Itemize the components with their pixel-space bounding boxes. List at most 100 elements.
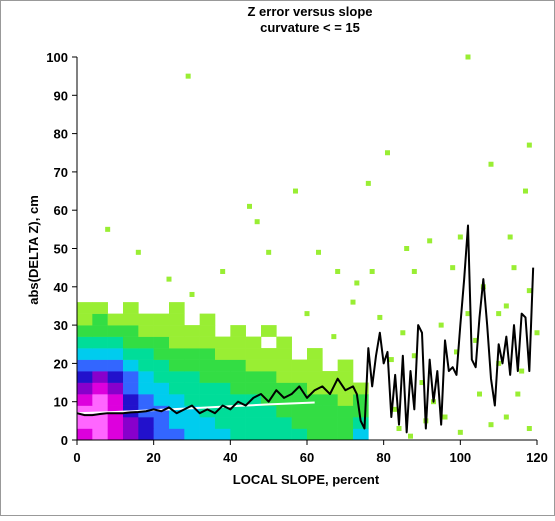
density-cell [245,371,262,383]
density-cell [138,382,154,395]
density-cell [261,405,277,418]
density-cell [77,302,93,314]
density-cell [215,394,231,406]
density-cell [169,371,185,383]
density-cell [153,428,170,441]
density-cell [307,382,323,395]
density-cell [92,405,108,418]
density-cell [123,371,139,383]
density-cell [123,382,139,395]
scatter-point [450,265,456,271]
density-cell [199,371,216,383]
density-cell [184,417,200,429]
density-cell [199,417,216,429]
density-cell [153,325,170,337]
density-cell [353,394,369,406]
scatter-point [135,249,141,255]
density-cell [153,417,170,429]
density-cell [107,313,124,326]
density-cell [245,348,262,360]
density-cell [353,428,369,441]
density-cell [337,371,354,383]
y-tick-label: 10 [54,395,68,410]
density-cell [123,359,139,372]
scatter-point [411,268,417,274]
density-cell [107,371,124,383]
scatter-point [350,299,356,305]
scatter-point [457,234,463,240]
scatter-point [473,337,479,343]
scatter-point [254,219,260,225]
density-cell [77,405,93,418]
density-cell [215,428,231,441]
density-cell [92,325,108,337]
density-cell [261,371,277,383]
scatter-point [511,265,517,271]
density-cell [337,394,354,406]
density-cell [92,313,108,326]
density-cell [92,302,108,314]
density-cell [77,382,93,395]
density-cell [337,405,354,418]
density-cell [169,382,185,395]
density-cell [322,394,338,406]
y-tick-label: 60 [54,203,68,218]
density-cell [138,325,154,337]
scatter-point [385,150,390,156]
scatter-point [442,414,448,420]
density-cell [322,428,338,441]
density-cell [276,428,292,441]
density-cell [107,336,124,349]
scatter-point [105,226,111,232]
scatter-point [331,334,337,340]
scatter-point [465,311,471,317]
density-cell [230,336,246,349]
density-cell [153,371,170,383]
x-tick-label: 80 [376,450,390,465]
density-cell [276,394,292,406]
density-cell [215,417,231,429]
density-cell [184,336,200,349]
density-cell [92,359,108,372]
scatter-point [526,426,532,432]
scatter-point [488,161,494,167]
density-cell [291,382,308,395]
scatter-point [185,73,191,79]
density-cell [92,371,108,383]
density-cell [261,382,277,395]
density-cell [199,405,216,418]
density-cell [199,348,216,360]
density-cell [153,336,170,349]
density-cell [245,394,262,406]
density-cell [138,371,154,383]
density-cell [138,336,154,349]
density-cell [107,359,124,372]
scatter-point [304,311,310,317]
density-cell [337,417,354,429]
scatter-point [392,406,398,412]
scatter-point [523,188,528,194]
density-cell [123,336,139,349]
density-cell [245,417,262,429]
density-cell [230,348,246,360]
density-cell [276,359,292,372]
density-cell [199,428,216,441]
x-tick-label: 120 [526,450,548,465]
density-cell [276,382,292,395]
plot-area: 0 20 40 60 80 100 120 0 10 20 30 40 50 60 70 80 90 100 [46,50,548,465]
scatter-point [488,422,494,428]
density-cell [230,359,246,372]
density-cell [276,336,292,349]
density-cell [169,325,185,337]
density-cell [123,302,139,314]
density-cell [169,359,185,372]
density-cell [169,428,185,441]
density-cell [123,394,139,406]
density-cell [184,371,200,383]
scatter-point [515,391,521,397]
density-cell [307,371,323,383]
scatter-point [293,188,298,194]
density-cell [107,417,124,429]
density-cell [276,371,292,383]
density-cell [199,313,216,326]
